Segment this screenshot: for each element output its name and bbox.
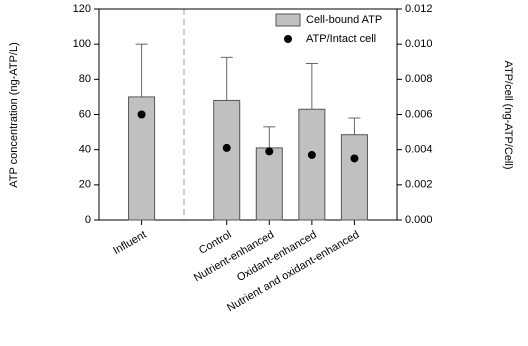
- y2-tick-label: 0.004: [405, 144, 433, 156]
- y-tick-label: 0: [85, 214, 91, 226]
- y2-tick-label: 0.010: [405, 38, 433, 50]
- dot: [137, 110, 146, 119]
- y-tick-label: 60: [79, 108, 91, 120]
- y-tick-label: 20: [79, 179, 91, 191]
- y2-tick-label: 0.012: [405, 3, 433, 15]
- y-tick-label: 40: [79, 144, 91, 156]
- y-tick-label: 80: [79, 73, 91, 85]
- dot: [307, 150, 316, 159]
- bar: [255, 147, 283, 221]
- dot: [265, 147, 274, 156]
- legend-swatch: [275, 13, 301, 27]
- legend-label: ATP/Intact cell: [306, 33, 376, 45]
- bar: [213, 99, 241, 221]
- y2-tick-label: 0.008: [405, 73, 433, 85]
- dot: [222, 143, 231, 152]
- y-axis-label: ATP concentration (ng-ATP/L): [8, 42, 20, 188]
- x-tick-label: Influent: [111, 229, 148, 257]
- y-tick-label: 100: [73, 38, 91, 50]
- y2-tick-label: 0.000: [405, 214, 433, 226]
- legend-label: Cell-bound ATP: [306, 14, 382, 26]
- y2-tick-label: 0.006: [405, 108, 433, 120]
- bar: [340, 134, 368, 221]
- y2-tick-label: 0.002: [405, 179, 433, 191]
- dot: [350, 154, 359, 163]
- y-tick-label: 120: [73, 3, 91, 15]
- legend-marker: [284, 35, 292, 43]
- y2-axis-label: ATP/cell (ng-ATP/Cell): [502, 60, 514, 169]
- bar: [298, 108, 326, 221]
